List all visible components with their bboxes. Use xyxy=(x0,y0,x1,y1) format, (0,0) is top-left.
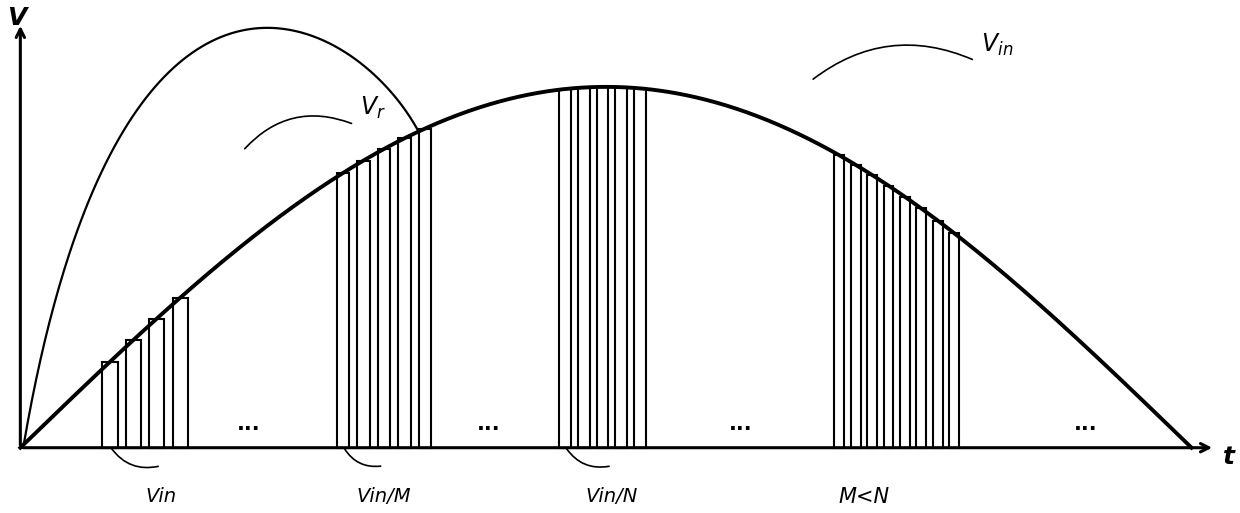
Bar xyxy=(149,319,165,448)
Text: ...: ... xyxy=(1074,414,1097,434)
Text: Vin: Vin xyxy=(145,487,176,506)
Bar xyxy=(884,186,894,448)
Bar xyxy=(900,197,910,448)
Bar xyxy=(419,129,432,448)
Bar xyxy=(103,362,118,448)
Text: Vin/N: Vin/N xyxy=(585,487,639,506)
Text: M<N: M<N xyxy=(838,487,889,507)
Text: t: t xyxy=(1223,445,1235,469)
Bar xyxy=(949,233,959,448)
Bar xyxy=(867,175,877,448)
Bar xyxy=(357,161,370,448)
Bar xyxy=(559,89,570,448)
Text: ...: ... xyxy=(477,414,501,434)
Bar xyxy=(172,298,187,448)
Bar xyxy=(615,87,627,448)
Bar xyxy=(835,155,844,448)
Text: V: V xyxy=(7,7,26,30)
Bar xyxy=(377,149,391,448)
Bar xyxy=(398,139,410,448)
Bar xyxy=(634,88,646,448)
Text: V$_{in}$: V$_{in}$ xyxy=(981,32,1013,58)
Text: ...: ... xyxy=(729,414,753,434)
Text: V$_r$: V$_r$ xyxy=(360,94,386,121)
Bar xyxy=(916,208,926,448)
Bar xyxy=(596,87,609,448)
Bar xyxy=(125,340,141,448)
Bar xyxy=(336,173,350,448)
Text: ...: ... xyxy=(237,414,260,434)
Bar xyxy=(578,88,589,448)
Text: Vin/M: Vin/M xyxy=(356,487,410,506)
Bar xyxy=(851,165,861,448)
Bar xyxy=(932,221,942,448)
